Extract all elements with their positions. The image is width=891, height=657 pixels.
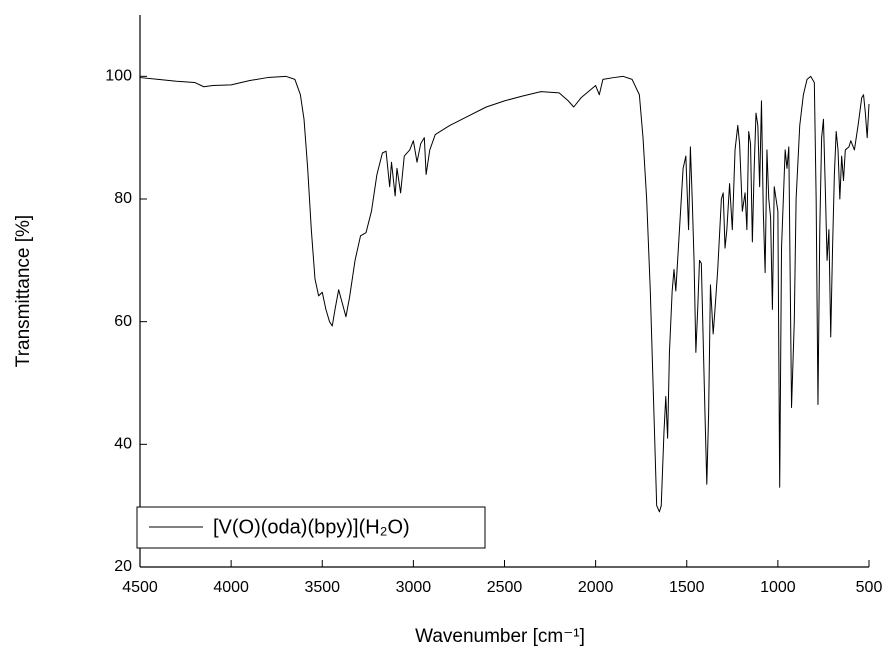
y-tick-label: 40 bbox=[114, 436, 132, 453]
y-tick-label: 100 bbox=[105, 68, 132, 85]
x-tick-label: 500 bbox=[856, 579, 883, 596]
x-axis-label: Wavenumber [cm⁻¹] bbox=[415, 626, 585, 647]
x-tick-label: 1500 bbox=[669, 579, 705, 596]
x-tick-label: 4500 bbox=[122, 579, 158, 596]
y-axis-label: Transmittance [%] bbox=[13, 215, 34, 367]
x-tick-label: 3500 bbox=[304, 579, 340, 596]
y-tick-label: 20 bbox=[114, 558, 132, 575]
legend-label: [V(O)(oda)(bpy)](H₂O) bbox=[213, 516, 410, 538]
x-tick-label: 4000 bbox=[213, 579, 249, 596]
y-tick-label: 60 bbox=[114, 313, 132, 330]
x-tick-label: 1000 bbox=[760, 579, 796, 596]
x-tick-label: 2000 bbox=[578, 579, 614, 596]
y-tick-label: 80 bbox=[114, 190, 132, 207]
spectrum-line bbox=[139, 75, 870, 513]
x-tick-label: 3000 bbox=[396, 579, 432, 596]
x-tick-label: 2500 bbox=[487, 579, 523, 596]
